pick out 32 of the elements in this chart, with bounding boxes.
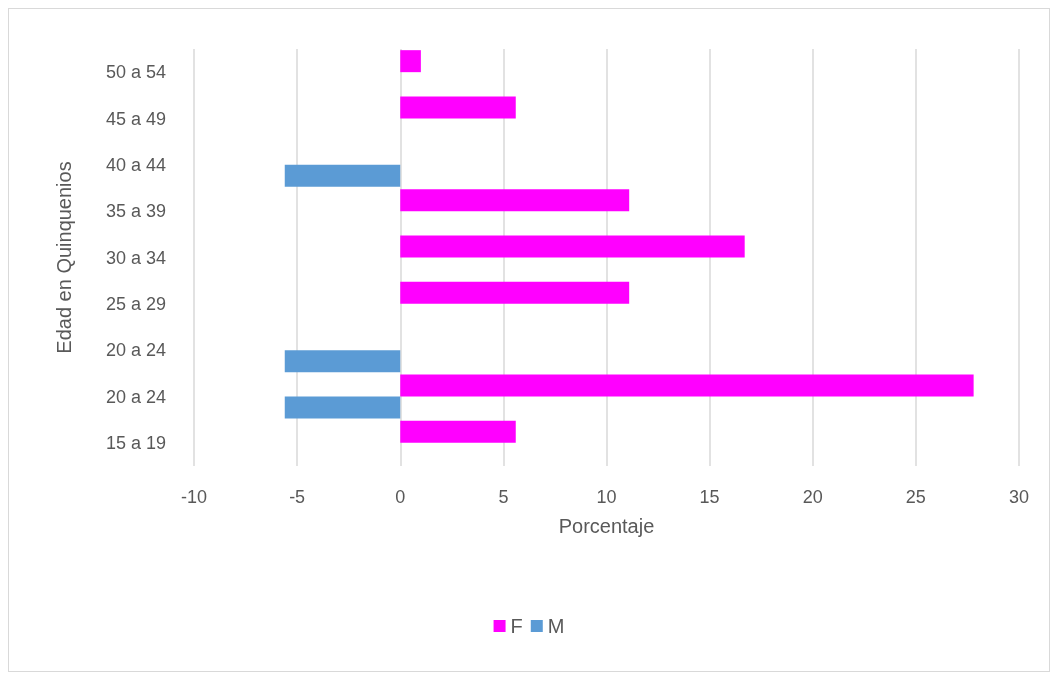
y-tick-label: 35 a 39 — [105, 201, 166, 222]
x-tick-label: 20 — [802, 487, 823, 507]
bar — [400, 420, 516, 443]
bar — [400, 189, 630, 212]
x-tick-label: 15 — [699, 487, 720, 507]
y-tick-label: 50 a 54 — [105, 62, 166, 83]
x-tick-label: 30 — [1008, 487, 1030, 507]
y-tick-label: 30 a 34 — [105, 247, 166, 268]
y-tick-label: 20 a 24 — [105, 386, 166, 407]
x-tick-label: -10 — [180, 487, 208, 507]
x-tick-label: 10 — [596, 487, 617, 507]
y-axis-title: Edad en Quinquenios — [53, 161, 75, 354]
bar — [400, 96, 516, 119]
bar — [284, 396, 401, 419]
legend-label: M — [547, 615, 565, 637]
y-tick-label: 45 a 49 — [105, 108, 166, 129]
x-axis-title: Porcentaje — [558, 515, 655, 537]
y-tick-label: 20 a 24 — [105, 340, 166, 361]
x-tick-label: 5 — [498, 487, 509, 507]
bar — [400, 50, 421, 73]
bar — [284, 350, 401, 373]
legend-label: F — [510, 615, 523, 637]
x-tick-label: 0 — [395, 487, 406, 507]
bar — [400, 374, 974, 397]
bar — [400, 281, 630, 304]
y-tick-label: 15 a 19 — [105, 432, 166, 453]
bar — [400, 235, 745, 258]
x-tick-label: 25 — [905, 487, 926, 507]
x-tick-label: -5 — [289, 487, 306, 507]
bar — [284, 164, 401, 187]
y-tick-label: 40 a 44 — [105, 154, 166, 175]
y-tick-label: 25 a 29 — [105, 293, 166, 314]
